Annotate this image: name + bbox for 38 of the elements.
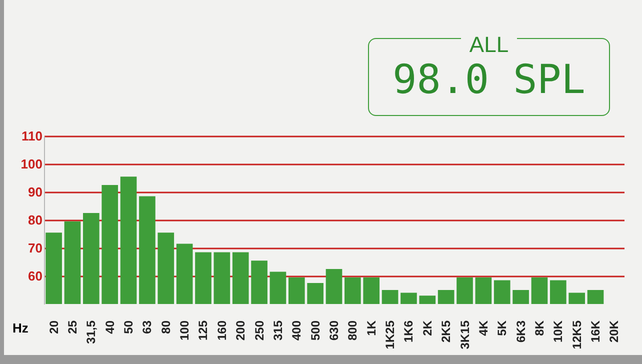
x-tick-label: 20 — [46, 320, 61, 334]
x-tick-label: 6K3 — [514, 320, 528, 343]
y-tick-label: 70 — [28, 240, 42, 256]
x-axis-title: Hz — [12, 320, 29, 336]
x-tick-label: 5K — [495, 320, 510, 336]
y-tick-label: 60 — [28, 268, 42, 284]
y-tick-label: 110 — [22, 128, 42, 144]
y-tick-label: 100 — [20, 156, 42, 172]
x-tick-label: 2K — [420, 320, 434, 336]
x-tick-label: 400 — [290, 320, 304, 341]
x-tick-label: 1K — [364, 320, 378, 336]
x-tick-label: 125 — [196, 320, 210, 341]
x-tick-label: 8K — [532, 320, 546, 336]
x-tick-label: 1K6 — [402, 320, 416, 343]
x-tick-label: 2K5 — [439, 320, 454, 343]
x-tick-label: 250 — [252, 320, 266, 341]
x-tick-label: 100 — [178, 320, 192, 341]
x-tick-label: 12K5 — [570, 320, 584, 350]
x-tick-label: 1K25 — [383, 320, 398, 350]
x-tick-label: 160 — [214, 320, 229, 341]
x-tick-label: 80 — [158, 320, 173, 334]
x-tick-label: 630 — [327, 320, 341, 341]
y-tick-label: 90 — [28, 184, 42, 200]
x-tick-label: 3K15 — [458, 320, 472, 350]
x-tick-label: 63 — [140, 320, 154, 334]
x-tick-label: 20K — [607, 320, 622, 343]
x-tick-label: 800 — [346, 320, 360, 341]
x-tick-label: 31,5 — [84, 320, 98, 344]
x-tick-label: 10K — [551, 320, 566, 343]
x-tick-label: 25 — [65, 320, 80, 334]
x-tick-label: 200 — [234, 320, 248, 341]
x-tick-label: 40 — [102, 320, 117, 334]
y-tick-label: 80 — [28, 212, 42, 228]
x-tick-label: 315 — [270, 320, 285, 341]
x-tick-label: 50 — [122, 320, 136, 334]
x-tick-label: 16K — [588, 320, 603, 343]
x-tick-label: 4K — [476, 320, 490, 336]
x-tick-label: 500 — [308, 320, 322, 341]
